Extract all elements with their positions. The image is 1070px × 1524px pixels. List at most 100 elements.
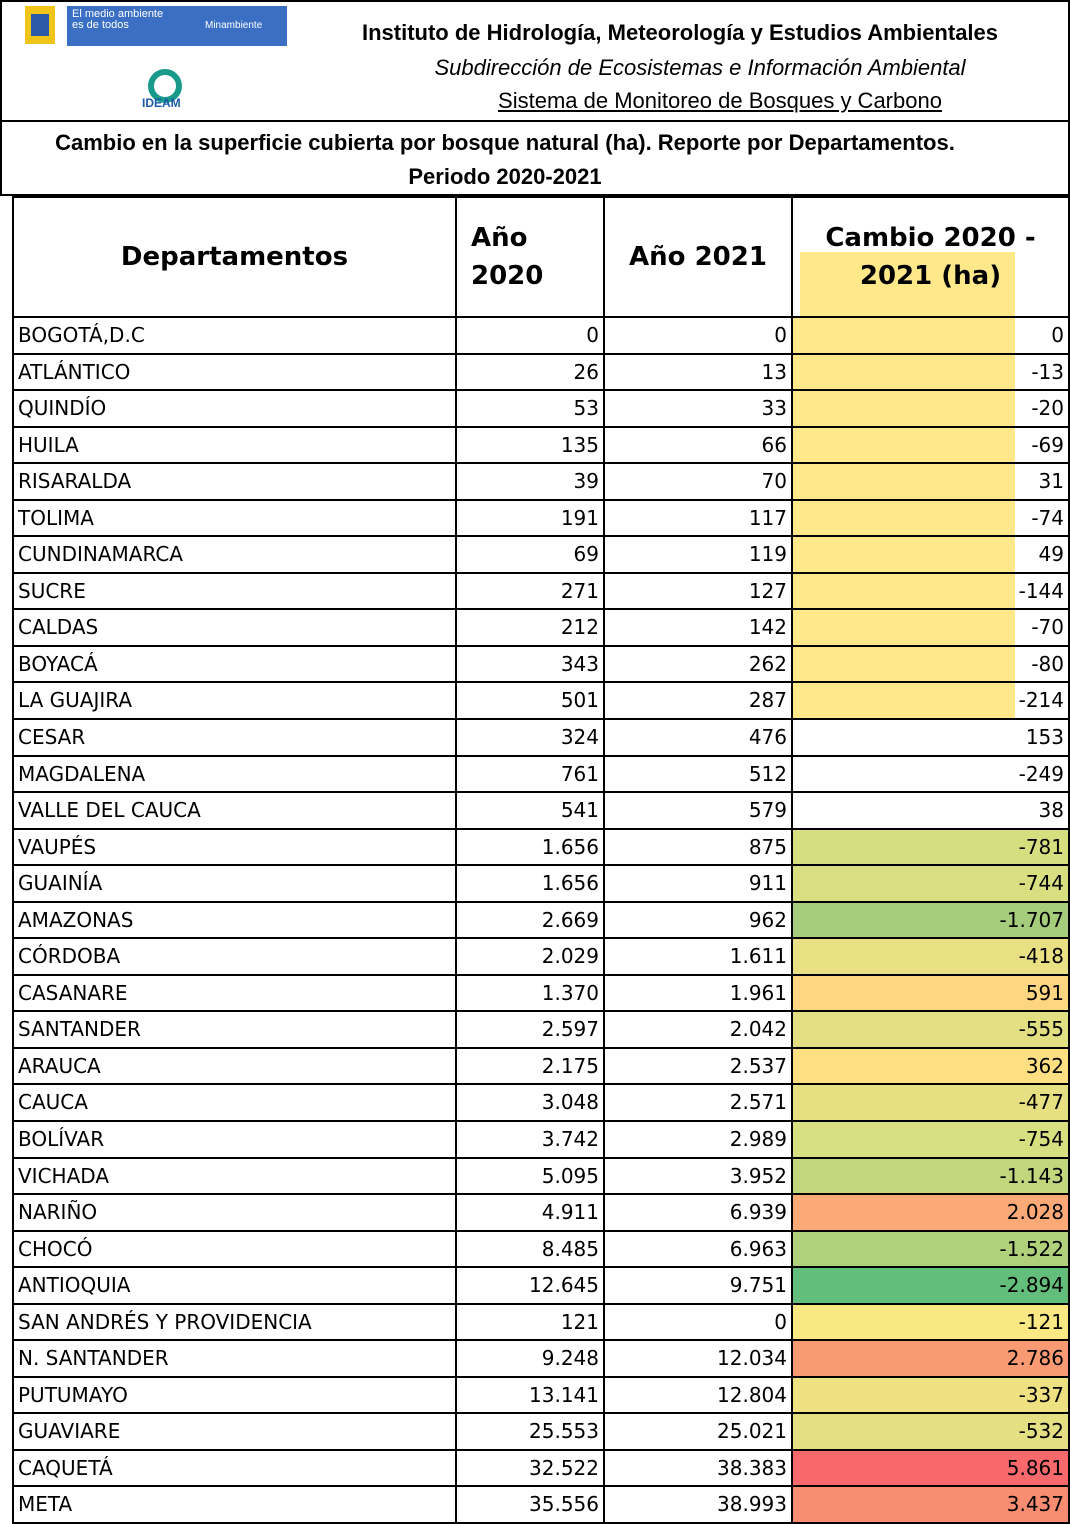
column-header: Departamentos	[12, 196, 457, 318]
number-cell: 135	[457, 427, 605, 465]
number-cell: 2.028	[793, 1195, 1070, 1232]
number-cell: 2.571	[605, 1085, 793, 1122]
number-cell: 1.656	[457, 829, 605, 867]
number-cell: 761	[457, 756, 605, 794]
number-cell: -781	[793, 829, 1070, 867]
number-cell: 343	[457, 646, 605, 684]
name-cell: VICHADA	[12, 1158, 457, 1196]
number-cell: 2.989	[605, 1122, 793, 1159]
name-cell: VALLE DEL CAUCA	[12, 793, 457, 830]
number-cell: -1.522	[793, 1231, 1070, 1269]
number-cell: 26	[457, 354, 605, 392]
number-cell: 2.597	[457, 1012, 605, 1049]
name-cell: CAUCA	[12, 1085, 457, 1122]
number-cell: 121	[457, 1304, 605, 1342]
number-cell: -532	[793, 1414, 1070, 1451]
number-cell: 49	[793, 537, 1070, 574]
number-cell: 2.029	[457, 939, 605, 976]
system: Sistema de Monitoreo de Bosques y Carbon…	[498, 88, 942, 113]
subdirection: Subdirección de Ecosistemas e Informació…	[434, 55, 966, 80]
logo-text: Minambiente	[205, 20, 263, 31]
number-cell: 9.248	[457, 1341, 605, 1378]
name-cell: VAUPÉS	[12, 829, 457, 867]
name-cell: TOLIMA	[12, 500, 457, 538]
number-cell: 262	[605, 646, 793, 684]
number-cell: 1.656	[457, 866, 605, 903]
number-cell: 70	[605, 464, 793, 501]
number-cell: 33	[605, 391, 793, 428]
number-cell: 39	[457, 464, 605, 501]
number-cell: -249	[793, 756, 1070, 794]
column-header: Año 2021	[605, 196, 793, 318]
number-cell: 476	[605, 720, 793, 757]
name-cell: GUAVIARE	[12, 1414, 457, 1451]
number-cell: 3.437	[793, 1487, 1070, 1524]
column-header: Cambio 2020 - 2021 (ha)	[793, 196, 1070, 318]
number-cell: -555	[793, 1012, 1070, 1049]
number-cell: 31	[793, 464, 1070, 501]
number-cell: 0	[605, 318, 793, 355]
banner	[67, 6, 287, 46]
number-cell: 12.034	[605, 1341, 793, 1378]
name-cell: SUCRE	[12, 573, 457, 611]
name-cell: CHOCÓ	[12, 1231, 457, 1269]
number-cell: 2.175	[457, 1048, 605, 1086]
number-cell: 0	[793, 318, 1070, 355]
header-box	[0, 0, 1070, 120]
number-cell: -337	[793, 1377, 1070, 1415]
number-cell: 3.952	[605, 1158, 793, 1196]
number-cell: 6.939	[605, 1195, 793, 1232]
name-cell: N. SANTANDER	[12, 1341, 457, 1378]
table-title: Cambio en la superficie cubierta por bos…	[0, 120, 1070, 196]
number-cell: -144	[793, 573, 1070, 611]
highlight	[800, 252, 1015, 318]
number-cell: -418	[793, 939, 1070, 976]
number-cell: -744	[793, 866, 1070, 903]
name-cell: MAGDALENA	[12, 756, 457, 794]
number-cell: 38.383	[605, 1450, 793, 1488]
number-cell: 2.786	[793, 1341, 1070, 1378]
number-cell: 1.370	[457, 975, 605, 1013]
number-cell: 32.522	[457, 1450, 605, 1488]
number-cell: 324	[457, 720, 605, 757]
number-cell: 2.537	[605, 1048, 793, 1086]
name-cell: RISARALDA	[12, 464, 457, 501]
logos	[25, 6, 287, 103]
number-cell: -1.707	[793, 902, 1070, 940]
shield-inner	[31, 14, 49, 36]
name-cell: SANTANDER	[12, 1012, 457, 1049]
number-cell: 512	[605, 756, 793, 794]
number-cell: 142	[605, 610, 793, 647]
number-cell: 6.963	[605, 1231, 793, 1269]
name-cell: NARIÑO	[12, 1195, 457, 1232]
number-cell: 287	[605, 683, 793, 720]
number-cell: 875	[605, 829, 793, 867]
number-cell: 38.993	[605, 1487, 793, 1524]
column-header: Año 2020	[457, 196, 605, 318]
name-cell: HUILA	[12, 427, 457, 465]
number-cell: 8.485	[457, 1231, 605, 1269]
name-cell: CAQUETÁ	[12, 1450, 457, 1488]
logo-text: IDEAM	[142, 96, 181, 110]
number-cell: 1.611	[605, 939, 793, 976]
number-cell: 271	[457, 573, 605, 611]
name-cell: BOGOTÁ,D.C	[12, 318, 457, 355]
institute: Instituto de Hidrología, Meteorología y …	[361, 20, 999, 45]
number-cell: 541	[457, 793, 605, 830]
number-cell: 53	[457, 391, 605, 428]
number-cell: 119	[605, 537, 793, 574]
number-cell: 25.553	[457, 1414, 605, 1451]
name-cell: CUNDINAMARCA	[12, 537, 457, 574]
number-cell: 35.556	[457, 1487, 605, 1524]
number-cell: 9.751	[605, 1268, 793, 1305]
name-cell: ATLÁNTICO	[12, 354, 457, 392]
number-cell: 13	[605, 354, 793, 392]
number-cell: -477	[793, 1085, 1070, 1122]
number-cell: 5.095	[457, 1158, 605, 1196]
name-cell: GUAINÍA	[12, 866, 457, 903]
number-cell: 4.911	[457, 1195, 605, 1232]
number-cell: 5.861	[793, 1450, 1070, 1488]
number-cell: 127	[605, 573, 793, 611]
number-cell: -121	[793, 1304, 1070, 1342]
